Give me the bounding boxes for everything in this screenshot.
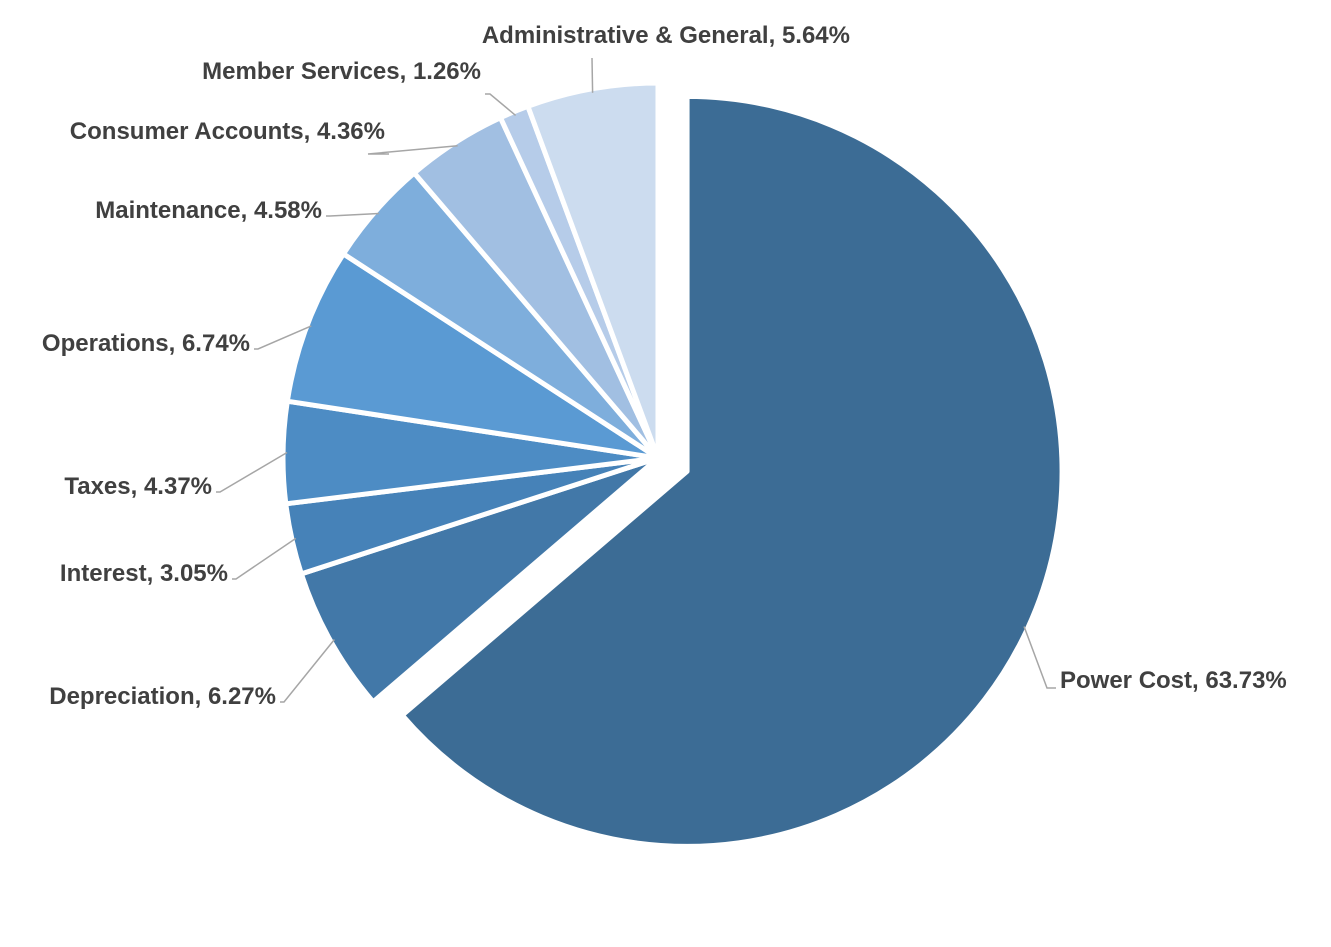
data-label-consumer-accounts: Consumer Accounts, 4.36% (70, 118, 385, 145)
data-label-member-services: Member Services, 1.26% (202, 58, 481, 85)
leader-line-taxes (216, 451, 288, 493)
data-label-power-cost: Power Cost, 63.73% (1060, 667, 1287, 694)
leader-line-power-cost (1023, 626, 1056, 689)
leader-line-interest (232, 537, 297, 580)
leader-line-administrative-and-general (591, 57, 594, 93)
pie-slice-operations (284, 251, 661, 461)
leader-line-depreciation (280, 639, 336, 703)
pie-slice-depreciation (298, 455, 661, 705)
data-label-depreciation: Depreciation, 6.27% (49, 683, 276, 710)
leader-lines (216, 57, 1056, 703)
leader-line-member-services (485, 93, 517, 116)
data-label-administrative-and-general: Administrative & General, 5.64% (482, 22, 850, 49)
data-labels: Power Cost, 63.73% Depreciation, 6.27% Int… (42, 22, 1287, 710)
leader-line-maintenance (326, 212, 379, 217)
data-label-maintenance: Maintenance, 4.58% (95, 197, 322, 224)
leader-line-consumer-accounts (367, 145, 458, 155)
data-label-interest: Interest, 3.05% (60, 560, 228, 587)
data-label-operations: Operations, 6.74% (42, 330, 250, 357)
data-label-taxes: Taxes, 4.37% (64, 473, 212, 500)
leader-line-operations (254, 325, 312, 350)
pie-slice-power-cost (399, 93, 1065, 849)
pie-slices (280, 80, 1065, 849)
